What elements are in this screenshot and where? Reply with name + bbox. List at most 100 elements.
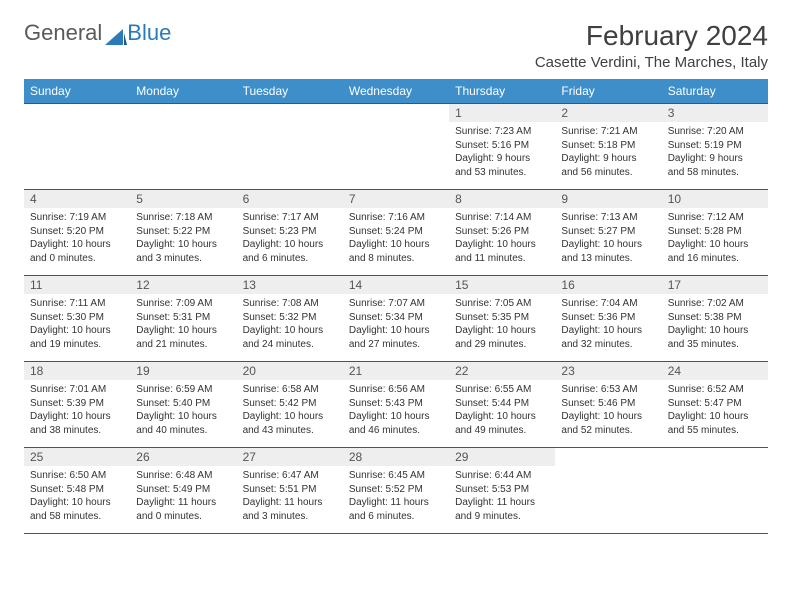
sunrise-line: Sunrise: 7:04 AM — [561, 297, 655, 311]
calendar-week-row: 11Sunrise: 7:11 AMSunset: 5:30 PMDayligh… — [24, 276, 768, 362]
sunrise-line: Sunrise: 6:58 AM — [243, 383, 337, 397]
weekday-header-row: SundayMondayTuesdayWednesdayThursdayFrid… — [24, 79, 768, 104]
daylight-line: Daylight: 10 hours and 6 minutes. — [243, 238, 337, 265]
day-number: 5 — [130, 190, 236, 208]
sunset-line: Sunset: 5:46 PM — [561, 397, 655, 411]
day-details: Sunrise: 7:23 AMSunset: 5:16 PMDaylight:… — [449, 122, 555, 183]
day-details: Sunrise: 7:02 AMSunset: 5:38 PMDaylight:… — [662, 294, 768, 355]
day-details: Sunrise: 6:45 AMSunset: 5:52 PMDaylight:… — [343, 466, 449, 527]
day-details: Sunrise: 7:08 AMSunset: 5:32 PMDaylight:… — [237, 294, 343, 355]
day-number: 26 — [130, 448, 236, 466]
calendar-day-cell — [130, 104, 236, 190]
daylight-line: Daylight: 10 hours and 43 minutes. — [243, 410, 337, 437]
day-details: Sunrise: 7:20 AMSunset: 5:19 PMDaylight:… — [662, 122, 768, 183]
sunrise-line: Sunrise: 6:52 AM — [668, 383, 762, 397]
sunrise-line: Sunrise: 7:02 AM — [668, 297, 762, 311]
weekday-header: Friday — [555, 79, 661, 104]
sunset-line: Sunset: 5:20 PM — [30, 225, 124, 239]
weekday-header: Wednesday — [343, 79, 449, 104]
calendar-day-cell: 21Sunrise: 6:56 AMSunset: 5:43 PMDayligh… — [343, 362, 449, 448]
daylight-line: Daylight: 10 hours and 8 minutes. — [349, 238, 443, 265]
day-number: 10 — [662, 190, 768, 208]
day-number: 12 — [130, 276, 236, 294]
sunset-line: Sunset: 5:16 PM — [455, 139, 549, 153]
daylight-line: Daylight: 10 hours and 29 minutes. — [455, 324, 549, 351]
day-number: 1 — [449, 104, 555, 122]
daylight-line: Daylight: 10 hours and 21 minutes. — [136, 324, 230, 351]
sunrise-line: Sunrise: 7:20 AM — [668, 125, 762, 139]
day-details: Sunrise: 6:52 AMSunset: 5:47 PMDaylight:… — [662, 380, 768, 441]
sunrise-line: Sunrise: 6:59 AM — [136, 383, 230, 397]
sunrise-line: Sunrise: 7:08 AM — [243, 297, 337, 311]
calendar-day-cell: 14Sunrise: 7:07 AMSunset: 5:34 PMDayligh… — [343, 276, 449, 362]
day-number: 21 — [343, 362, 449, 380]
sunset-line: Sunset: 5:47 PM — [668, 397, 762, 411]
day-number: 3 — [662, 104, 768, 122]
sunset-line: Sunset: 5:40 PM — [136, 397, 230, 411]
calendar-day-cell: 12Sunrise: 7:09 AMSunset: 5:31 PMDayligh… — [130, 276, 236, 362]
calendar-day-cell: 7 Sunrise: 7:16 AMSunset: 5:24 PMDaylight… — [343, 190, 449, 276]
sunset-line: Sunset: 5:38 PM — [668, 311, 762, 325]
calendar-day-cell: 22Sunrise: 6:55 AMSunset: 5:44 PMDayligh… — [449, 362, 555, 448]
sunset-line: Sunset: 5:34 PM — [349, 311, 443, 325]
sunrise-line: Sunrise: 7:18 AM — [136, 211, 230, 225]
calendar-day-cell — [237, 104, 343, 190]
day-number: 29 — [449, 448, 555, 466]
sunrise-line: Sunrise: 6:50 AM — [30, 469, 124, 483]
day-number: 4 — [24, 190, 130, 208]
sunset-line: Sunset: 5:27 PM — [561, 225, 655, 239]
day-details: Sunrise: 6:50 AMSunset: 5:48 PMDaylight:… — [24, 466, 130, 527]
day-number: 6 — [237, 190, 343, 208]
sunset-line: Sunset: 5:43 PM — [349, 397, 443, 411]
daylight-line: Daylight: 11 hours and 9 minutes. — [455, 496, 549, 523]
sunrise-line: Sunrise: 7:13 AM — [561, 211, 655, 225]
day-number: 27 — [237, 448, 343, 466]
daylight-line: Daylight: 10 hours and 49 minutes. — [455, 410, 549, 437]
day-details: Sunrise: 6:47 AMSunset: 5:51 PMDaylight:… — [237, 466, 343, 527]
calendar-day-cell: 13Sunrise: 7:08 AMSunset: 5:32 PMDayligh… — [237, 276, 343, 362]
sunrise-line: Sunrise: 7:21 AM — [561, 125, 655, 139]
daylight-line: Daylight: 10 hours and 58 minutes. — [30, 496, 124, 523]
day-number: 7 — [343, 190, 449, 208]
calendar-week-row: 1Sunrise: 7:23 AMSunset: 5:16 PMDaylight… — [24, 104, 768, 190]
day-number: 16 — [555, 276, 661, 294]
calendar-day-cell: 20Sunrise: 6:58 AMSunset: 5:42 PMDayligh… — [237, 362, 343, 448]
daylight-line: Daylight: 10 hours and 24 minutes. — [243, 324, 337, 351]
daylight-line: Daylight: 9 hours and 58 minutes. — [668, 152, 762, 179]
day-details: Sunrise: 7:18 AMSunset: 5:22 PMDaylight:… — [130, 208, 236, 269]
sunset-line: Sunset: 5:24 PM — [349, 225, 443, 239]
day-details: Sunrise: 6:53 AMSunset: 5:46 PMDaylight:… — [555, 380, 661, 441]
calendar-table: SundayMondayTuesdayWednesdayThursdayFrid… — [24, 79, 768, 534]
daylight-line: Daylight: 10 hours and 11 minutes. — [455, 238, 549, 265]
calendar-day-cell: 5Sunrise: 7:18 AMSunset: 5:22 PMDaylight… — [130, 190, 236, 276]
daylight-line: Daylight: 10 hours and 16 minutes. — [668, 238, 762, 265]
day-details: Sunrise: 6:59 AMSunset: 5:40 PMDaylight:… — [130, 380, 236, 441]
sunset-line: Sunset: 5:51 PM — [243, 483, 337, 497]
sunrise-line: Sunrise: 7:14 AM — [455, 211, 549, 225]
sunrise-line: Sunrise: 7:09 AM — [136, 297, 230, 311]
calendar-day-cell: 25Sunrise: 6:50 AMSunset: 5:48 PMDayligh… — [24, 448, 130, 534]
day-details: Sunrise: 7:09 AMSunset: 5:31 PMDaylight:… — [130, 294, 236, 355]
daylight-line: Daylight: 10 hours and 13 minutes. — [561, 238, 655, 265]
daylight-line: Daylight: 10 hours and 3 minutes. — [136, 238, 230, 265]
logo-sail-icon — [105, 25, 127, 41]
daylight-line: Daylight: 9 hours and 53 minutes. — [455, 152, 549, 179]
day-number: 23 — [555, 362, 661, 380]
sunrise-line: Sunrise: 7:07 AM — [349, 297, 443, 311]
daylight-line: Daylight: 10 hours and 32 minutes. — [561, 324, 655, 351]
sunset-line: Sunset: 5:32 PM — [243, 311, 337, 325]
sunrise-line: Sunrise: 7:11 AM — [30, 297, 124, 311]
title-block: February 2024 Casette Verdini, The March… — [535, 20, 768, 71]
calendar-day-cell — [24, 104, 130, 190]
sunrise-line: Sunrise: 7:16 AM — [349, 211, 443, 225]
day-details: Sunrise: 6:44 AMSunset: 5:53 PMDaylight:… — [449, 466, 555, 527]
logo-word1: General — [24, 20, 102, 46]
weekday-header: Saturday — [662, 79, 768, 104]
calendar-day-cell: 28Sunrise: 6:45 AMSunset: 5:52 PMDayligh… — [343, 448, 449, 534]
day-number: 15 — [449, 276, 555, 294]
location: Casette Verdini, The Marches, Italy — [535, 54, 768, 71]
day-details: Sunrise: 7:12 AMSunset: 5:28 PMDaylight:… — [662, 208, 768, 269]
day-details: Sunrise: 7:07 AMSunset: 5:34 PMDaylight:… — [343, 294, 449, 355]
sunrise-line: Sunrise: 7:12 AM — [668, 211, 762, 225]
logo-word2: Blue — [127, 20, 171, 46]
